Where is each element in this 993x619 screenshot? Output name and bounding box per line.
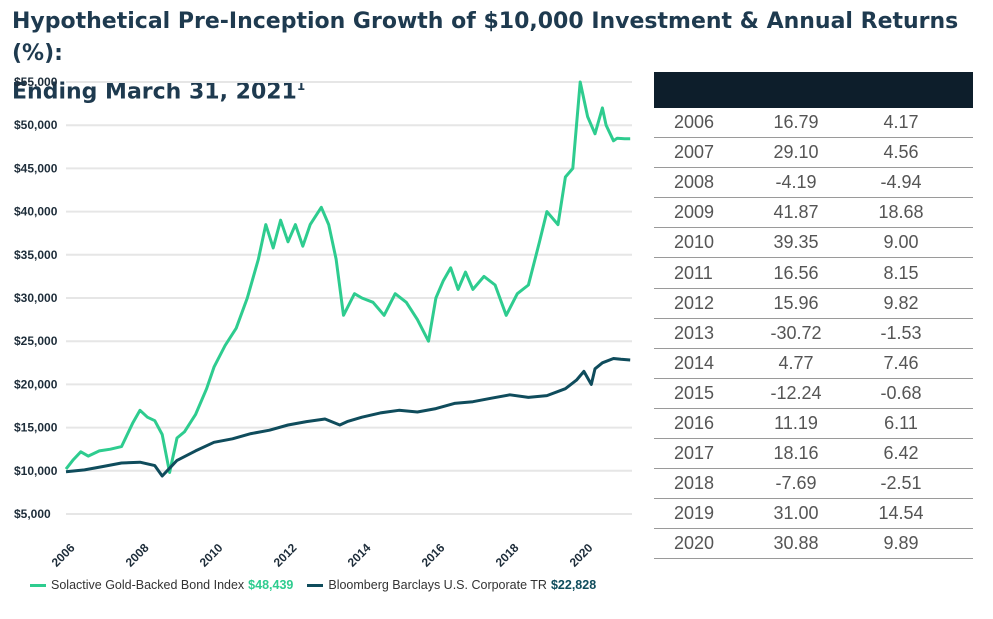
cell-corporate-return: 14.54 bbox=[878, 503, 924, 524]
table-row: 2013 -30.72 -1.53 bbox=[654, 319, 973, 349]
table-row: 2006 16.79 4.17 bbox=[654, 108, 973, 139]
y-tick-label: $45,000 bbox=[14, 161, 58, 175]
cell-corporate-return: 4.17 bbox=[883, 112, 919, 133]
cell-gold-return: 15.96 bbox=[773, 292, 819, 313]
x-tick-label: 2006 bbox=[49, 541, 78, 570]
cell-gold-return: 4.77 bbox=[778, 352, 814, 373]
table-row: 2018 -7.69 -2.51 bbox=[654, 469, 973, 500]
cell-gold-return: -30.72 bbox=[770, 322, 822, 343]
y-tick-label: $50,000 bbox=[14, 118, 58, 132]
cell-year: 2016 bbox=[674, 412, 715, 433]
table-row: 2008 -4.19 -4.94 bbox=[654, 168, 973, 199]
legend-label-corporate: Bloomberg Barclays U.S. Corporate TR bbox=[328, 578, 547, 592]
x-tick-label: 2012 bbox=[271, 541, 300, 570]
table-row: 2015 -12.24 -0.68 bbox=[654, 379, 973, 409]
cell-year: 2013 bbox=[674, 322, 715, 343]
cell-corporate-return: 8.15 bbox=[883, 262, 919, 283]
cell-gold-return: 31.00 bbox=[773, 503, 819, 524]
cell-gold-return: 29.10 bbox=[773, 142, 819, 163]
chart-title: Hypothetical Pre-Inception Growth of $10… bbox=[12, 6, 972, 108]
legend-item-gold: Solactive Gold-Backed Bond Index $48,439 bbox=[30, 578, 293, 592]
cell-corporate-return: 9.00 bbox=[883, 232, 919, 253]
legend-swatch-gold bbox=[30, 583, 46, 587]
legend-value-gold: $48,439 bbox=[248, 578, 294, 592]
y-tick-label: $15,000 bbox=[14, 421, 58, 435]
cell-gold-return: 30.88 bbox=[773, 533, 819, 554]
title-footnote: 1 bbox=[296, 79, 306, 93]
cell-gold-return: -4.19 bbox=[775, 172, 817, 193]
cell-gold-return: 41.87 bbox=[773, 202, 819, 223]
x-tick-label: 2010 bbox=[197, 541, 226, 570]
cell-corporate-return: -0.68 bbox=[880, 382, 922, 403]
cell-corporate-return: 6.11 bbox=[884, 412, 918, 433]
cell-year: 2010 bbox=[674, 232, 715, 253]
table-row: 2009 41.87 18.68 bbox=[654, 198, 973, 229]
cell-corporate-return: -4.94 bbox=[880, 172, 922, 193]
y-tick-label: $35,000 bbox=[14, 248, 58, 262]
chart-legend: Solactive Gold-Backed Bond Index $48,439… bbox=[30, 578, 596, 592]
y-tick-label: $25,000 bbox=[14, 334, 58, 348]
cell-corporate-return: 9.89 bbox=[883, 533, 919, 554]
table-row: 2007 29.10 4.56 bbox=[654, 138, 973, 169]
legend-label-gold: Solactive Gold-Backed Bond Index bbox=[51, 578, 245, 592]
x-tick-label: 2008 bbox=[123, 541, 152, 570]
table-row: 2016 11.19 6.11 bbox=[654, 409, 973, 440]
cell-corporate-return: 7.46 bbox=[883, 352, 919, 373]
x-tick-label: 2014 bbox=[345, 541, 374, 570]
cell-gold-return: -12.24 bbox=[770, 382, 822, 403]
y-tick-label: $10,000 bbox=[14, 464, 58, 478]
table-row: 2017 18.16 6.42 bbox=[654, 439, 973, 470]
cell-year: 2012 bbox=[674, 292, 715, 313]
table-row: 2019 31.00 14.54 bbox=[654, 499, 973, 530]
cell-year: 2006 bbox=[674, 112, 715, 133]
cell-corporate-return: 4.56 bbox=[883, 142, 919, 163]
x-tick-label: 2018 bbox=[493, 541, 522, 570]
cell-year: 2015 bbox=[674, 382, 715, 403]
table-body: 2006 16.79 4.17 2007 29.10 4.56 2008 -4.19 -4.94… bbox=[654, 108, 973, 560]
cell-year: 2019 bbox=[674, 503, 715, 524]
cell-corporate-return: -1.53 bbox=[880, 322, 922, 343]
y-tick-label: $40,000 bbox=[14, 205, 58, 219]
cell-gold-return: 39.35 bbox=[773, 232, 819, 253]
legend-swatch-corporate bbox=[307, 583, 324, 587]
cell-year: 2017 bbox=[674, 443, 715, 464]
table-row: 2020 30.88 9.89 bbox=[654, 529, 973, 560]
x-tick-label: 2016 bbox=[419, 541, 448, 570]
y-tick-label: $30,000 bbox=[14, 291, 58, 305]
table-header bbox=[654, 72, 973, 108]
table-row: 2012 15.96 9.82 bbox=[654, 289, 973, 319]
title-line-2: Ending March 31, 2021 bbox=[12, 79, 297, 105]
table-row: 2014 4.77 7.46 bbox=[654, 349, 973, 379]
cell-year: 2011 bbox=[674, 262, 713, 283]
cell-corporate-return: -2.51 bbox=[880, 473, 922, 494]
cell-year: 2009 bbox=[674, 202, 715, 223]
cell-year: 2020 bbox=[674, 533, 715, 554]
title-line-1: Hypothetical Pre-Inception Growth of $10… bbox=[12, 9, 959, 66]
table-row: 2010 39.35 9.00 bbox=[654, 228, 973, 259]
cell-year: 2008 bbox=[674, 172, 715, 193]
table-row: 2011 16.56 8.15 bbox=[654, 258, 973, 289]
cell-gold-return: 11.19 bbox=[774, 412, 818, 433]
y-tick-label: $55,000 bbox=[14, 75, 58, 89]
series-line-corporate bbox=[65, 357, 631, 478]
legend-item-corporate: Bloomberg Barclays U.S. Corporate TR $22… bbox=[307, 578, 596, 592]
x-tick-label: 2020 bbox=[567, 541, 596, 570]
cell-corporate-return: 18.68 bbox=[878, 202, 924, 223]
cell-gold-return: -7.69 bbox=[775, 473, 817, 494]
cell-year: 2014 bbox=[674, 352, 715, 373]
cell-gold-return: 16.79 bbox=[773, 112, 819, 133]
y-tick-label: $20,000 bbox=[14, 377, 58, 391]
cell-corporate-return: 9.82 bbox=[883, 292, 919, 313]
annual-returns-table: 2006 16.79 4.17 2007 29.10 4.56 2008 -4.19 -4.94… bbox=[654, 72, 973, 560]
cell-gold-return: 18.16 bbox=[773, 443, 819, 464]
cell-year: 2007 bbox=[674, 142, 715, 163]
cell-corporate-return: 6.42 bbox=[883, 443, 919, 464]
legend-value-corporate: $22,828 bbox=[550, 578, 597, 592]
y-tick-label: $5,000 bbox=[14, 507, 51, 521]
cell-gold-return: 16.56 bbox=[773, 262, 819, 283]
cell-year: 2018 bbox=[674, 473, 715, 494]
growth-chart: $5,000 $10,000 $15,000 $20,000 $25,000 $30,00… bbox=[14, 75, 632, 570]
series-line-gold bbox=[64, 80, 631, 474]
